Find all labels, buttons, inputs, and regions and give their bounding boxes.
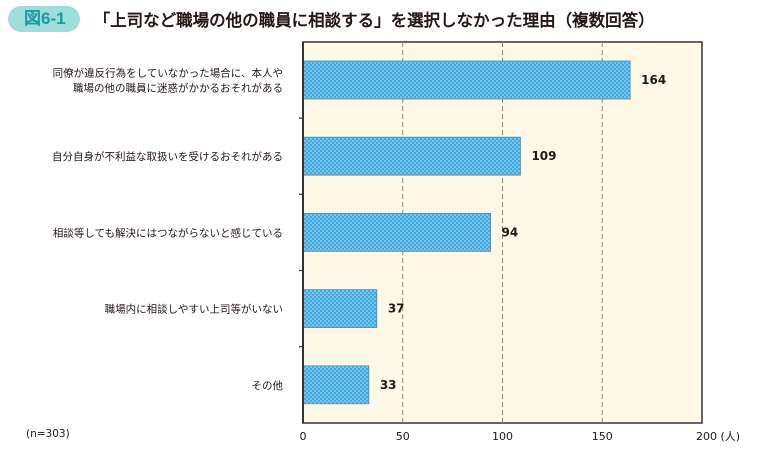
data-label: 33 [380, 378, 397, 392]
x-tick-label: 200 (人) [696, 430, 740, 443]
chart-title: 「上司など職場の他の職員に相談する」を選択しなかった理由（複数回答） [93, 11, 655, 30]
x-tick-label: 150 [592, 430, 613, 443]
x-tick-label: 0 [300, 430, 307, 443]
bar [302, 289, 378, 329]
category-label: その他 [252, 379, 284, 392]
bar [302, 212, 491, 252]
bar [302, 365, 370, 405]
data-label: 37 [388, 302, 405, 316]
x-tick-label: 100 [492, 430, 513, 443]
data-label: 164 [641, 73, 666, 87]
category-label: 相談等しても解決にはつながらないと感じている [53, 226, 283, 239]
category-label: 同僚が違反行為をしていなかった場合に、本人や [53, 67, 283, 80]
category-label: 職場の他の職員に迷惑がかかるおそれがある [73, 82, 283, 95]
bar [302, 60, 631, 100]
category-label: 職場内に相談しやすい上司等がいない [105, 303, 283, 316]
data-label: 94 [502, 225, 519, 239]
x-tick-label: 50 [396, 430, 410, 443]
bar [302, 136, 521, 176]
figure-tag: 図6-1 [8, 6, 80, 32]
category-label: 自分自身が不利益な取扱いを受けるおそれがある [52, 150, 283, 163]
sample-size-note: (n=303) [26, 428, 70, 440]
figure-header: 図6-1 「上司など職場の他の職員に相談する」を選択しなかった理由（複数回答） [8, 6, 655, 32]
data-label: 109 [531, 149, 556, 163]
